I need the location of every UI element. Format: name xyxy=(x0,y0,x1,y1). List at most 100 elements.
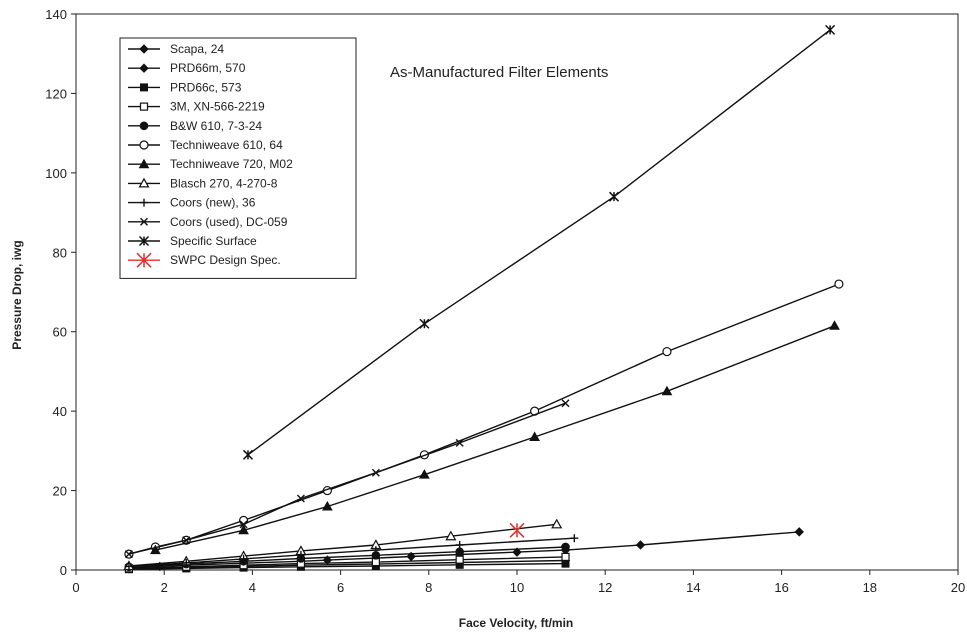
legend-marker xyxy=(138,235,150,247)
data-point xyxy=(371,468,380,477)
y-tick-label: 120 xyxy=(45,86,67,101)
legend-entry: PRD66c, 573 xyxy=(128,80,242,94)
data-point xyxy=(829,320,840,330)
series-8 xyxy=(124,534,579,571)
data-point xyxy=(322,500,333,511)
chart-annotation: As-Manufactured Filter Elements xyxy=(390,64,608,81)
x-axis-title: Face Velocity, ft/min xyxy=(459,616,573,630)
series-line xyxy=(155,325,835,551)
legend-label: B&W 610, 7-3-24 xyxy=(170,119,262,133)
data-point xyxy=(371,546,380,555)
data-point xyxy=(561,552,570,561)
y-axis-title: Pressure Drop, iwg xyxy=(10,240,24,349)
legend-entry: B&W 610, 7-3-24 xyxy=(128,119,262,133)
legend-label: Techniweave 720, M02 xyxy=(170,157,293,171)
data-point xyxy=(661,385,673,396)
legend-entry: PRD66m, 570 xyxy=(128,61,246,75)
data-point xyxy=(296,550,305,559)
legend-label: Coors (used), DC-059 xyxy=(170,215,288,229)
legend-marker xyxy=(140,198,148,207)
legend-marker xyxy=(139,63,149,73)
data-point xyxy=(635,540,646,550)
data-point xyxy=(371,557,380,567)
legend-entry: Coors (used), DC-059 xyxy=(128,215,288,229)
legend-marker xyxy=(139,102,149,111)
x-tick-label: 10 xyxy=(510,580,524,595)
series-11 xyxy=(509,522,525,538)
legend-entry: 3M, XN-566-2219 xyxy=(128,100,265,114)
legend-label: Coors (new), 36 xyxy=(170,196,256,210)
data-point xyxy=(455,540,464,549)
chart-legend: Scapa, 24 PRD66m, 570 PRD66c, 573 3M, XN-56… xyxy=(119,37,357,279)
data-point xyxy=(662,346,672,357)
data-point xyxy=(455,438,464,447)
x-tick-label: 18 xyxy=(863,580,877,595)
legend-label: 3M, XN-566-2219 xyxy=(170,100,265,114)
y-tick-label: 0 xyxy=(60,563,67,578)
x-tick-label: 14 xyxy=(686,580,700,595)
legend-marker xyxy=(139,140,149,150)
y-tick-label: 140 xyxy=(45,7,67,22)
data-point xyxy=(561,542,570,552)
legend-marker xyxy=(139,121,149,131)
legend-entry: Techniweave 610, 64 xyxy=(128,138,283,152)
series-5 xyxy=(124,279,844,559)
data-point xyxy=(529,431,540,441)
legend-label: Techniweave 610, 64 xyxy=(170,138,283,152)
data-point xyxy=(296,494,305,503)
legend-entry: Coors (new), 36 xyxy=(128,196,256,210)
x-tick-label: 4 xyxy=(249,580,256,595)
x-tick-label: 0 xyxy=(72,580,79,595)
legend-label: SWPC Design Spec. xyxy=(170,253,281,267)
x-tick-label: 20 xyxy=(951,580,965,595)
data-point xyxy=(608,191,620,202)
data-point xyxy=(561,559,570,568)
data-point xyxy=(512,547,522,557)
y-tick-label: 20 xyxy=(53,484,67,499)
data-point xyxy=(124,562,133,571)
data-point xyxy=(239,520,248,529)
data-point xyxy=(182,558,191,567)
legend-entry: SWPC Design Spec. xyxy=(128,252,281,268)
series-layer xyxy=(123,24,844,574)
legend-marker xyxy=(138,158,150,169)
data-point xyxy=(834,279,844,289)
x-tick-label: 8 xyxy=(425,580,432,595)
data-point xyxy=(455,547,464,557)
series-9 xyxy=(124,399,570,559)
data-point xyxy=(455,555,464,564)
data-point xyxy=(419,318,430,329)
plot-axes: 0 2 4 6 8 10 12 14 16 18 20 0 20 40 60 80 100 120 140 xyxy=(45,7,965,595)
legend-label: Scapa, 24 xyxy=(170,42,224,56)
x-tick-label: 6 xyxy=(337,580,344,595)
data-point xyxy=(124,550,133,559)
legend-marker xyxy=(140,83,148,92)
legend-marker xyxy=(139,44,149,54)
data-point xyxy=(825,24,836,35)
legend-marker xyxy=(140,217,148,226)
data-point xyxy=(242,449,254,460)
data-point xyxy=(182,536,191,545)
y-tick-label: 40 xyxy=(53,404,67,419)
data-point xyxy=(794,527,804,537)
legend-entry: Scapa, 24 xyxy=(128,42,224,56)
data-point xyxy=(570,534,579,543)
data-point xyxy=(561,399,570,408)
y-tick-label: 100 xyxy=(45,166,67,181)
legend-entry: Blasch 270, 4-270-8 xyxy=(128,176,278,190)
legend-label: PRD66c, 573 xyxy=(170,80,242,94)
data-point xyxy=(509,522,525,538)
legend-marker xyxy=(136,252,152,268)
data-point xyxy=(150,544,161,555)
legend-box xyxy=(119,37,357,279)
series-line xyxy=(128,402,566,555)
series-6 xyxy=(150,320,840,555)
series-line xyxy=(128,283,840,555)
y-tick-label: 80 xyxy=(53,245,67,260)
x-tick-label: 16 xyxy=(774,580,788,595)
x-tick-label: 12 xyxy=(598,580,612,595)
data-point xyxy=(239,554,248,563)
data-point xyxy=(551,518,563,529)
y-tick-label: 60 xyxy=(53,325,67,340)
legend-label: Blasch 270, 4-270-8 xyxy=(170,176,278,190)
